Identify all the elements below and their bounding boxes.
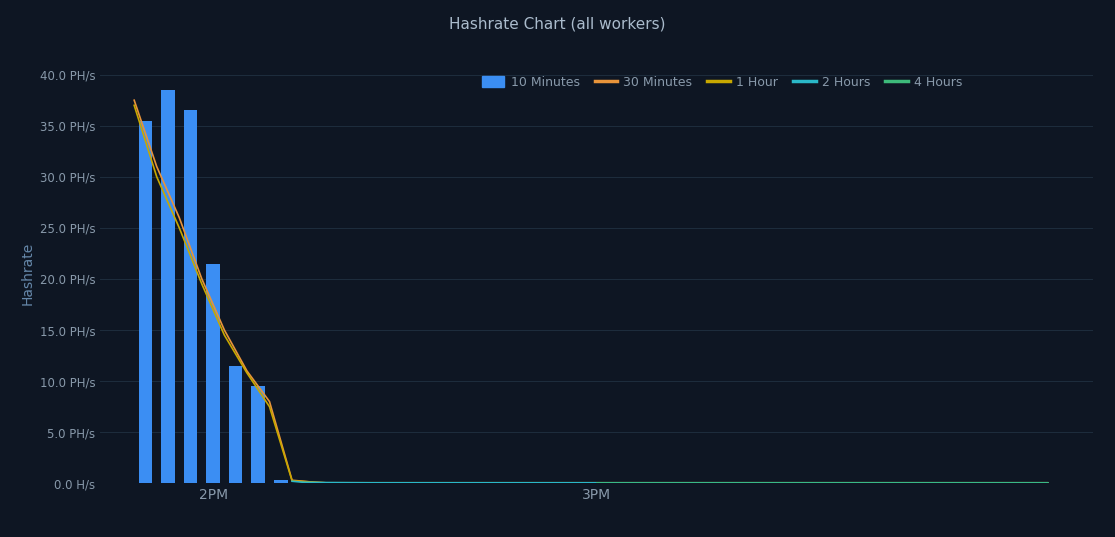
Bar bbox=[184, 111, 197, 483]
Bar bbox=[274, 480, 288, 483]
Bar bbox=[138, 121, 153, 483]
Legend: 10 Minutes, 30 Minutes, 1 Hour, 2 Hours, 4 Hours: 10 Minutes, 30 Minutes, 1 Hour, 2 Hours,… bbox=[477, 71, 968, 93]
Text: Hashrate Chart (all workers): Hashrate Chart (all workers) bbox=[449, 16, 666, 31]
Bar bbox=[252, 386, 265, 483]
Y-axis label: Hashrate: Hashrate bbox=[20, 242, 35, 306]
Bar bbox=[206, 264, 220, 483]
Bar bbox=[229, 366, 242, 483]
Bar bbox=[162, 90, 175, 483]
